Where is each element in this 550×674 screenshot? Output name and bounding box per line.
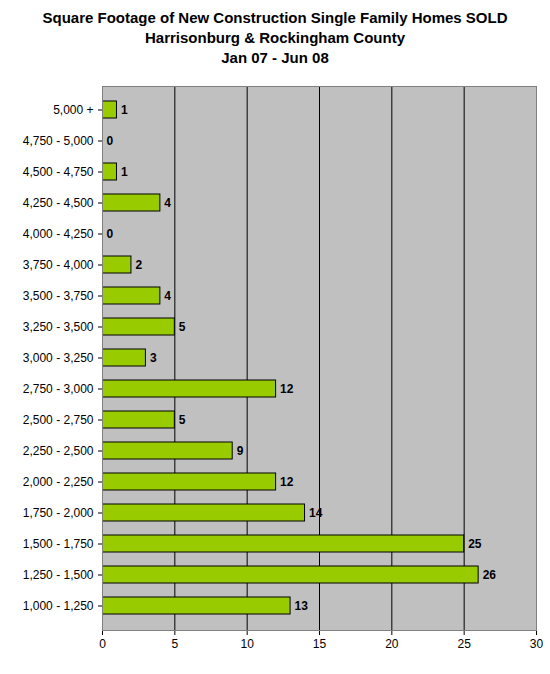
svg-text:25: 25 xyxy=(457,637,471,651)
svg-text:2: 2 xyxy=(135,258,142,272)
svg-text:2,000 - 2,250: 2,000 - 2,250 xyxy=(23,475,94,489)
svg-text:1,500 - 1,750: 1,500 - 1,750 xyxy=(23,537,94,551)
svg-text:2,250 - 2,500: 2,250 - 2,500 xyxy=(23,444,94,458)
svg-text:5: 5 xyxy=(179,413,186,427)
svg-text:10: 10 xyxy=(240,637,254,651)
html-text:Square Footage of New Construc: Square Footage of New Construction Singl… xyxy=(42,9,508,66)
svg-text:0: 0 xyxy=(107,134,114,148)
svg-text:5,000 +: 5,000 + xyxy=(53,103,93,117)
svg-text:3,250 - 3,500: 3,250 - 3,500 xyxy=(23,320,94,334)
svg-text:3,000 - 3,250: 3,000 - 3,250 xyxy=(23,351,94,365)
svg-text:12: 12 xyxy=(280,475,294,489)
svg-text:3,750 - 4,000: 3,750 - 4,000 xyxy=(23,258,94,272)
svg-text:3: 3 xyxy=(150,351,157,365)
svg-text:30: 30 xyxy=(530,637,544,651)
svg-text:0: 0 xyxy=(99,637,106,651)
svg-text:9: 9 xyxy=(237,444,244,458)
svg-text:2,750 - 3,000: 2,750 - 3,000 xyxy=(23,382,94,396)
svg-text:4,500 - 4,750: 4,500 - 4,750 xyxy=(23,165,94,179)
svg-text:5: 5 xyxy=(171,637,178,651)
svg-text:4,750 - 5,000: 4,750 - 5,000 xyxy=(23,134,94,148)
svg-text:5: 5 xyxy=(179,320,186,334)
svg-text:13: 13 xyxy=(295,599,309,613)
svg-text:1,000 - 1,250: 1,000 - 1,250 xyxy=(23,599,94,613)
svg-text:4: 4 xyxy=(164,289,171,303)
svg-text:4: 4 xyxy=(164,196,171,210)
svg-text:1: 1 xyxy=(121,165,128,179)
svg-text:2,500 - 2,750: 2,500 - 2,750 xyxy=(23,413,94,427)
svg-text:3,500 - 3,750: 3,500 - 3,750 xyxy=(23,289,94,303)
svg-text:15: 15 xyxy=(313,637,327,651)
svg-text:4,000 - 4,250: 4,000 - 4,250 xyxy=(23,227,94,241)
svg-text:0: 0 xyxy=(107,227,114,241)
svg-text:12: 12 xyxy=(280,382,294,396)
svg-text:1: 1 xyxy=(121,103,128,117)
svg-text:1,250 - 1,500: 1,250 - 1,500 xyxy=(23,568,94,582)
svg-text:25: 25 xyxy=(468,537,482,551)
svg-text:20: 20 xyxy=(385,637,399,651)
svg-text:14: 14 xyxy=(309,506,323,520)
svg-text:1,750 - 2,000: 1,750 - 2,000 xyxy=(23,506,94,520)
svg-text:26: 26 xyxy=(483,568,497,582)
svg-text:4,250 - 4,500: 4,250 - 4,500 xyxy=(23,196,94,210)
